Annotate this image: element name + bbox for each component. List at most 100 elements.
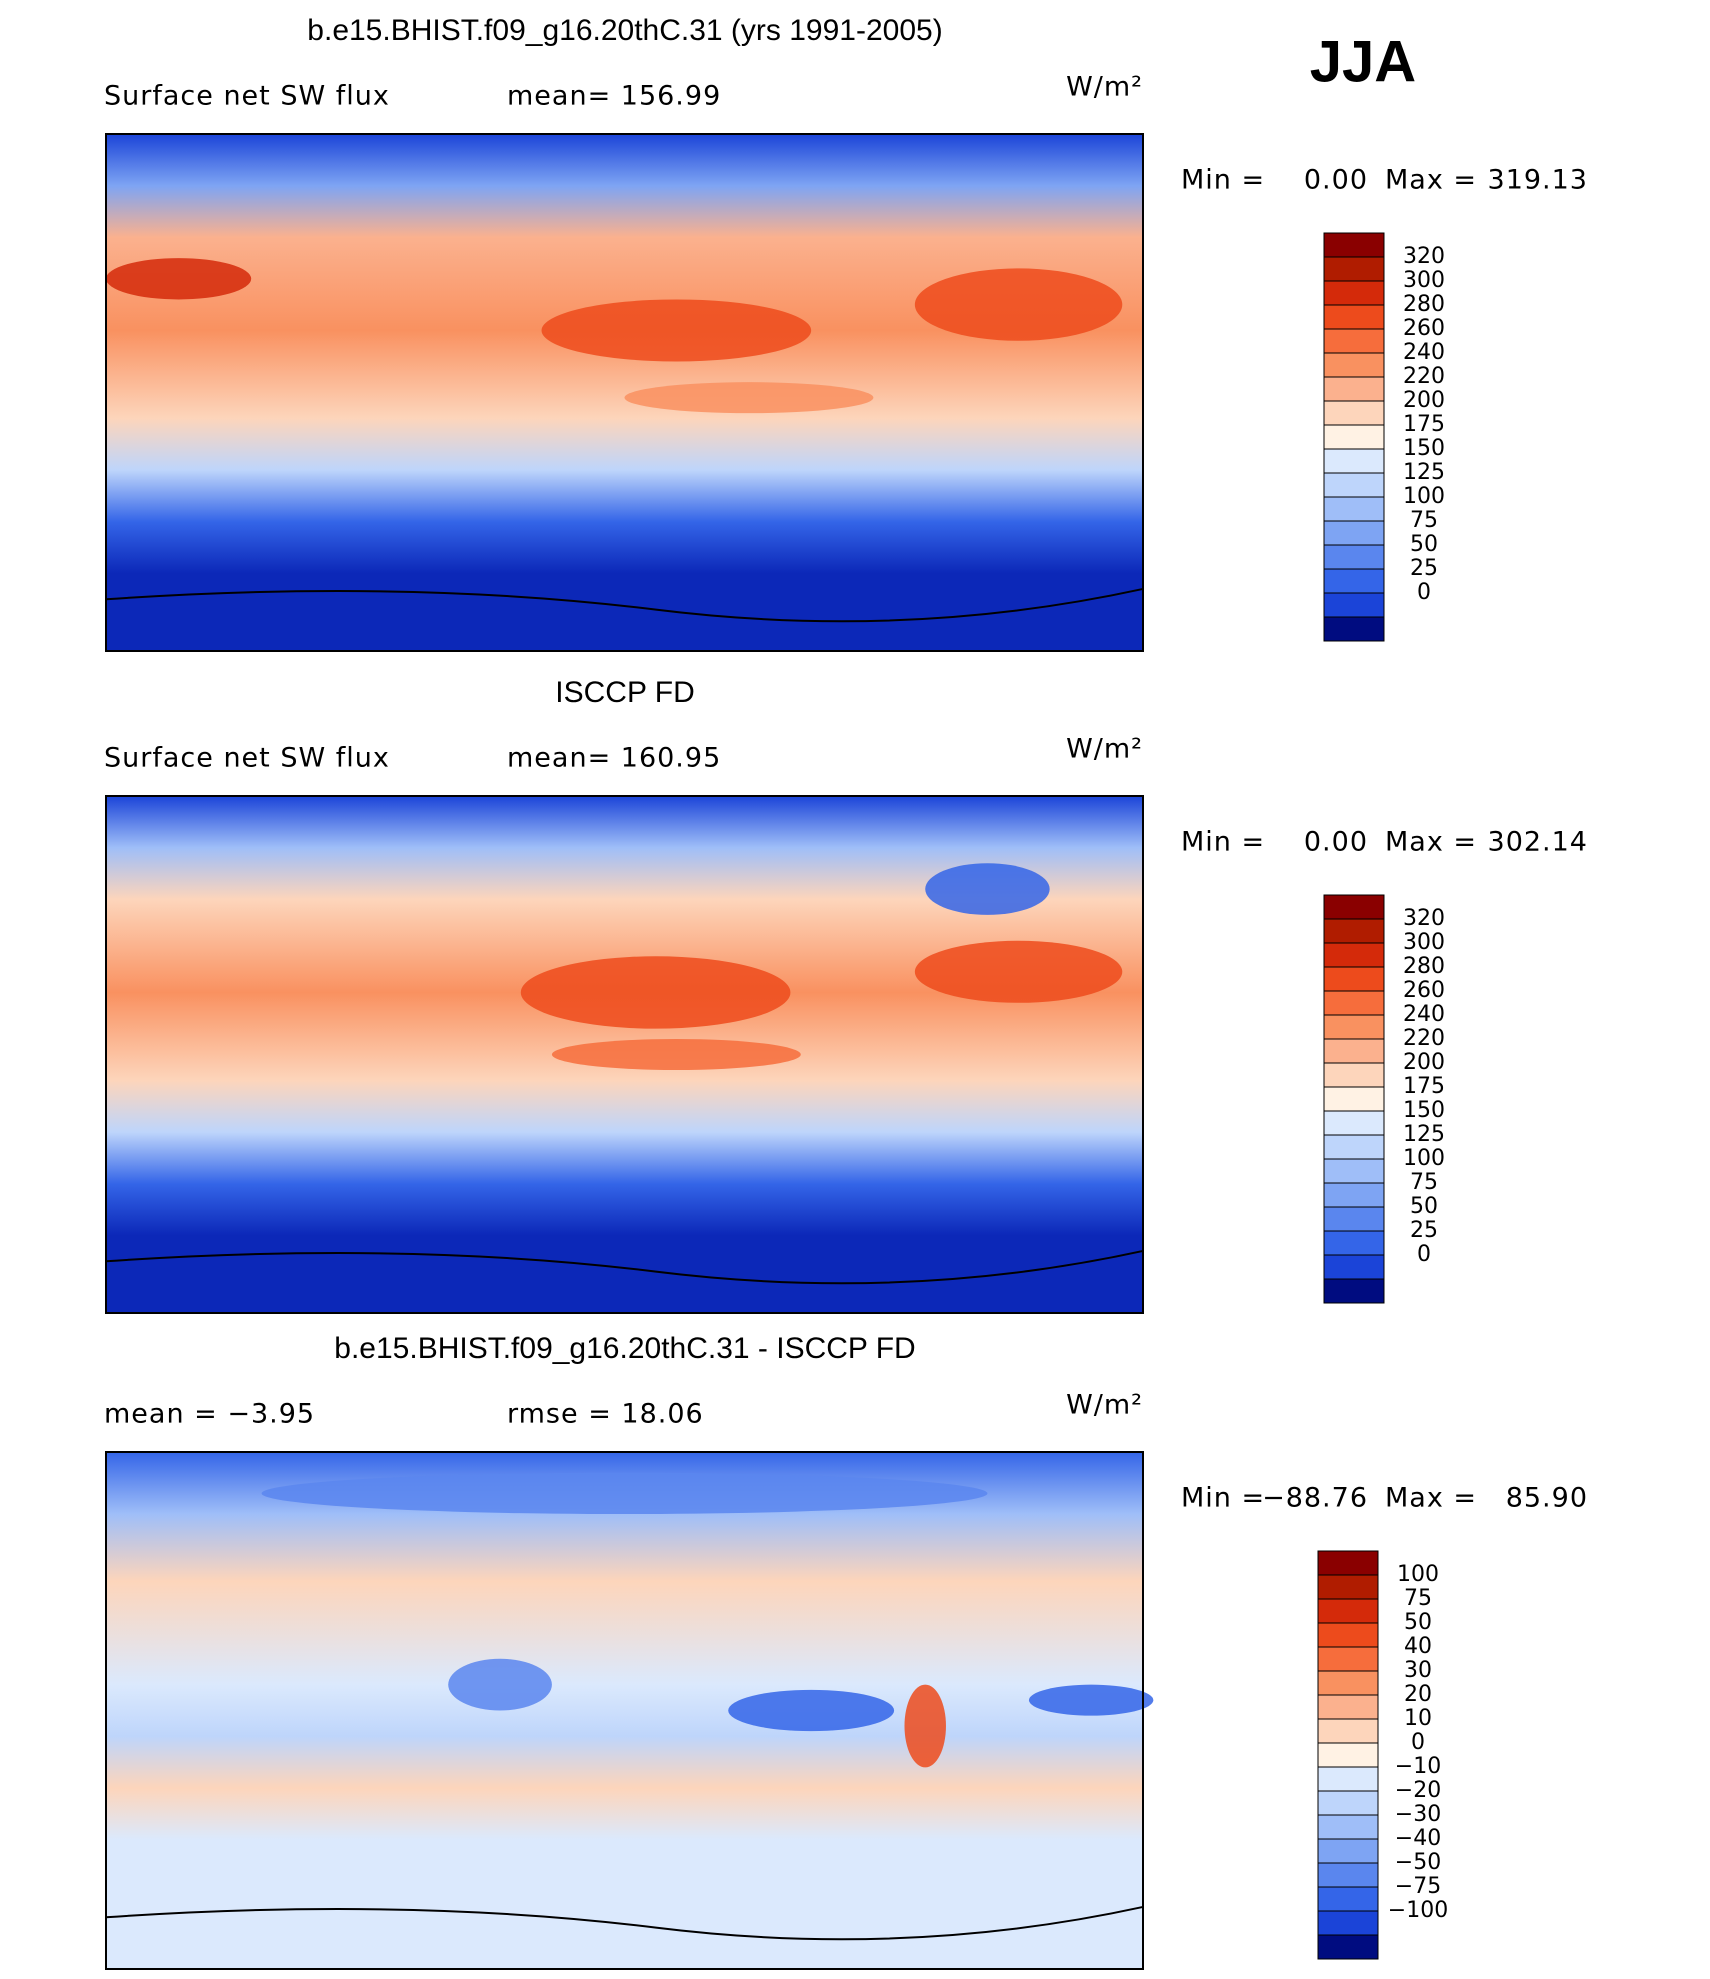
units-label: W/m² (1066, 734, 1143, 765)
colorbar-label: 175 (1403, 412, 1445, 437)
stat-label: mean= 156.99 (507, 81, 721, 112)
colorbar-label: 20 (1404, 1682, 1432, 1707)
colorbar-label: −75 (1395, 1874, 1441, 1899)
colorbar-box (1323, 520, 1385, 546)
min-label: Min = (1181, 827, 1265, 858)
colorbar-label: 0 (1411, 1730, 1425, 1755)
colorbar-label: 125 (1403, 460, 1445, 485)
colorbar-label: 0 (1417, 1242, 1431, 1267)
colorbar-box (1317, 1790, 1379, 1816)
colorbar-box (1317, 1910, 1379, 1936)
max-value: 85.90 (1506, 1483, 1588, 1514)
panel-title: b.e15.BHIST.f09_g16.20thC.31 (yrs 1991-2… (307, 14, 942, 47)
min-label: Min = (1181, 165, 1265, 196)
colorbar-label: 175 (1403, 1074, 1445, 1099)
colorbar-label: 220 (1403, 1026, 1445, 1051)
colorbar-box (1323, 1134, 1385, 1160)
min-value: 0.00 (1304, 165, 1368, 196)
min-value: −88.76 (1262, 1483, 1368, 1514)
map-feature (728, 1689, 895, 1732)
colorbar-box (1323, 1278, 1385, 1304)
colorbar-label: −20 (1395, 1778, 1441, 1803)
colorbar-box (1323, 328, 1385, 354)
coastline (105, 587, 1144, 623)
colorbar-label: −100 (1388, 1898, 1448, 1923)
colorbar-box (1323, 352, 1385, 378)
coastline (105, 1905, 1144, 1941)
colorbar-box (1323, 496, 1385, 522)
colorbar-box (1317, 1622, 1379, 1648)
colorbar-box (1317, 1814, 1379, 1840)
max-label: Max = (1385, 1483, 1477, 1514)
colorbar-label: 50 (1410, 532, 1438, 557)
colorbar-label: 240 (1403, 1002, 1445, 1027)
colorbar-box (1317, 1646, 1379, 1672)
colorbar-label: 100 (1403, 1146, 1445, 1171)
colorbar-box (1317, 1670, 1379, 1696)
colorbar-label: 40 (1404, 1634, 1432, 1659)
colorbar-box (1323, 592, 1385, 618)
colorbar-label: 260 (1403, 316, 1445, 341)
map-feature (624, 382, 874, 414)
map-field (106, 1452, 1143, 1969)
colorbar-box (1317, 1934, 1379, 1960)
colorbar-box (1323, 544, 1385, 570)
units-label: W/m² (1066, 1390, 1143, 1421)
colorbar-label: −10 (1395, 1754, 1441, 1779)
colorbar-label: 25 (1410, 1218, 1438, 1243)
coastline (105, 1249, 1144, 1285)
max-label: Max = (1385, 165, 1477, 196)
colorbar-box (1323, 424, 1385, 450)
map-field (106, 134, 1143, 651)
colorbar-label: 150 (1403, 1098, 1445, 1123)
colorbar-box (1317, 1694, 1379, 1720)
panel-title: ISCCP FD (555, 676, 694, 709)
colorbar-label: 150 (1403, 436, 1445, 461)
colorbar-box (1323, 990, 1385, 1016)
colorbar-label: 200 (1403, 1050, 1445, 1075)
colorbar-box (1323, 894, 1385, 920)
max-value: 302.14 (1488, 827, 1588, 858)
colorbar-box (1323, 400, 1385, 426)
map-frame (105, 133, 1144, 652)
map-feature (106, 258, 252, 300)
colorbar-box (1323, 256, 1385, 282)
colorbar-box (1317, 1886, 1379, 1912)
min-label: Min = (1181, 1483, 1265, 1514)
colorbar-box (1317, 1766, 1379, 1792)
colorbar-box (1317, 1718, 1379, 1744)
colorbar-label: 320 (1403, 244, 1445, 269)
map-frame (105, 795, 1144, 1314)
colorbar-label: 30 (1404, 1658, 1432, 1683)
colorbar-box (1317, 1550, 1379, 1576)
map-feature (520, 956, 791, 1029)
colorbar-box (1323, 448, 1385, 474)
map-feature (448, 1658, 552, 1711)
colorbar-box (1323, 966, 1385, 992)
season-label: JJA (1310, 29, 1416, 94)
colorbar-label: 260 (1403, 978, 1445, 1003)
map-feature (904, 1684, 946, 1768)
colorbar-box (1323, 1062, 1385, 1088)
field-label: mean = −3.95 (104, 1399, 315, 1430)
map-feature (551, 1038, 801, 1071)
colorbar-label: 100 (1397, 1562, 1439, 1587)
colorbar-box (1323, 304, 1385, 330)
colorbar-label: 75 (1410, 508, 1438, 533)
max-label: Max = (1385, 827, 1477, 858)
colorbar-box (1323, 1182, 1385, 1208)
colorbar-box (1323, 616, 1385, 642)
stat-label: rmse = 18.06 (507, 1399, 704, 1430)
colorbar-label: 100 (1403, 484, 1445, 509)
colorbar-box (1323, 1254, 1385, 1280)
map-feature (914, 268, 1123, 341)
colorbar-box (1323, 568, 1385, 594)
colorbar-box (1323, 1038, 1385, 1064)
colorbar-label: −50 (1395, 1850, 1441, 1875)
colorbar-box (1317, 1574, 1379, 1600)
field-label: Surface net SW flux (104, 743, 390, 774)
panel-title: b.e15.BHIST.f09_g16.20thC.31 - ISCCP FD (334, 1332, 915, 1365)
colorbar-label: 0 (1417, 580, 1431, 605)
colorbar-label: 50 (1410, 1194, 1438, 1219)
